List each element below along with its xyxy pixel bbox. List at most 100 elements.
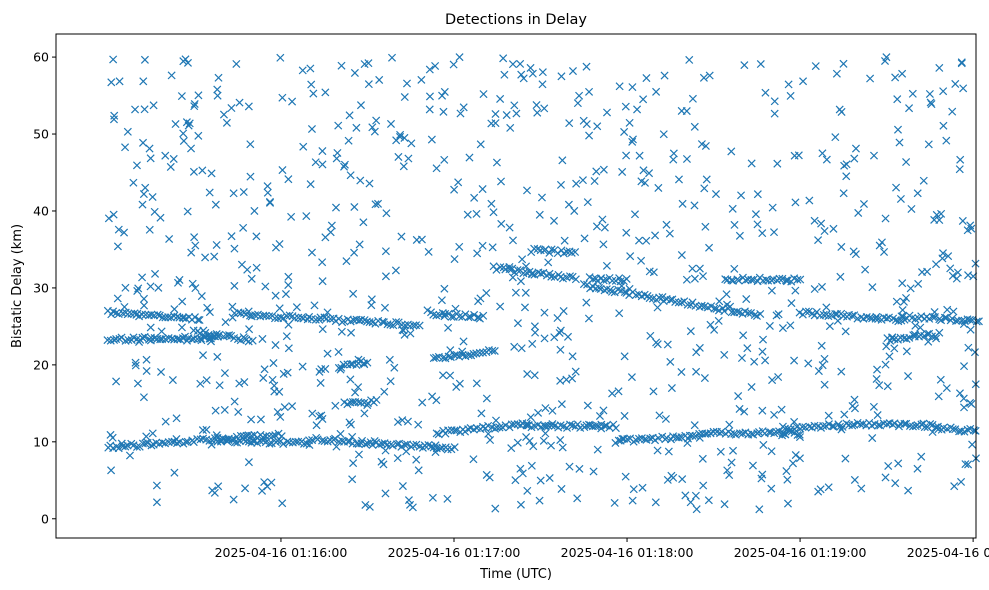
detection-point (211, 406, 220, 415)
detection-point (761, 88, 770, 97)
detection-point (917, 452, 926, 461)
detection-point (318, 414, 327, 423)
detection-point (109, 115, 118, 124)
detection-point (652, 338, 661, 347)
detection-point (205, 308, 214, 317)
detection-point (692, 505, 701, 514)
detection-point (957, 477, 966, 486)
detection-point (165, 234, 174, 244)
detection-point (178, 313, 187, 322)
detection-point (487, 199, 496, 208)
detection-point (786, 91, 795, 100)
x-tick-label: 2025-04-16 01:17:00 (388, 545, 521, 560)
detection-point (678, 475, 687, 484)
detection-point (740, 61, 749, 70)
detection-point (479, 348, 488, 357)
detection-point (706, 320, 715, 329)
detection-point (885, 352, 894, 361)
detection-point (415, 321, 424, 330)
detection-point (477, 409, 486, 418)
detection-point (166, 162, 175, 171)
detection-point (598, 215, 607, 224)
detection-point (618, 434, 627, 443)
detection-point (307, 124, 316, 134)
detection-point (685, 55, 694, 64)
detection-point (622, 274, 631, 284)
detection-point (611, 438, 620, 447)
detection-point (534, 408, 543, 417)
detection-point (393, 454, 402, 463)
detection-point (131, 105, 140, 114)
detection-point (727, 458, 736, 467)
detection-point (575, 464, 584, 473)
detection-point (553, 249, 562, 258)
detection-point (244, 307, 253, 316)
detection-point (677, 298, 686, 307)
detection-point (690, 122, 699, 131)
detection-point (479, 311, 488, 320)
detection-point (280, 403, 289, 412)
detection-point (113, 242, 122, 251)
detection-point (615, 82, 624, 91)
detection-point (275, 304, 284, 313)
detection-point (182, 118, 191, 127)
detection-point (142, 432, 151, 441)
detection-point (722, 290, 731, 299)
detection-point (891, 73, 900, 82)
detection-point (579, 116, 588, 125)
detection-point (635, 151, 644, 160)
detection-point (701, 141, 710, 150)
detection-point (531, 328, 540, 337)
detection-point (584, 420, 594, 429)
detection-point (655, 293, 664, 302)
detection-point (614, 387, 623, 396)
detection-point (869, 151, 879, 160)
detection-point (212, 431, 221, 440)
detection-point (683, 439, 692, 448)
detection-point (467, 351, 476, 360)
detection-point (121, 283, 130, 292)
detection-point (123, 127, 132, 136)
detection-point (645, 294, 654, 303)
detection-point (956, 155, 965, 164)
detection-point (873, 365, 882, 374)
detection-point (700, 184, 709, 193)
detection-point (214, 482, 223, 491)
detection-point (434, 430, 443, 439)
detection-point (131, 358, 140, 367)
detection-point (928, 313, 937, 322)
detection-point (194, 315, 203, 324)
detection-point (438, 91, 447, 100)
detection-point (132, 161, 141, 170)
detection-point (599, 406, 608, 415)
detection-point (517, 344, 526, 353)
detection-point (379, 318, 388, 327)
detection-point (899, 297, 908, 306)
detection-point (677, 251, 686, 260)
detection-point (355, 240, 364, 249)
detection-point (704, 496, 713, 505)
detection-point (532, 101, 541, 110)
detection-point (157, 367, 166, 377)
detection-point (390, 363, 399, 372)
detection-point (819, 421, 828, 431)
detection-point (395, 132, 405, 141)
detection-point (881, 360, 890, 369)
detection-point (441, 309, 450, 318)
detection-point (138, 138, 148, 147)
detection-point (247, 438, 256, 447)
detection-point (608, 389, 617, 398)
detection-point (472, 209, 481, 218)
detection-point (608, 276, 617, 285)
detection-point (432, 353, 441, 362)
detection-point (380, 387, 389, 396)
detection-point (452, 382, 461, 391)
detection-point (791, 286, 800, 295)
detection-point (669, 155, 678, 164)
detection-point (765, 321, 774, 330)
detection-point (932, 210, 941, 219)
detection-point (354, 355, 363, 364)
detection-point (492, 423, 501, 432)
detection-point (556, 180, 566, 189)
detection-point (774, 372, 783, 382)
